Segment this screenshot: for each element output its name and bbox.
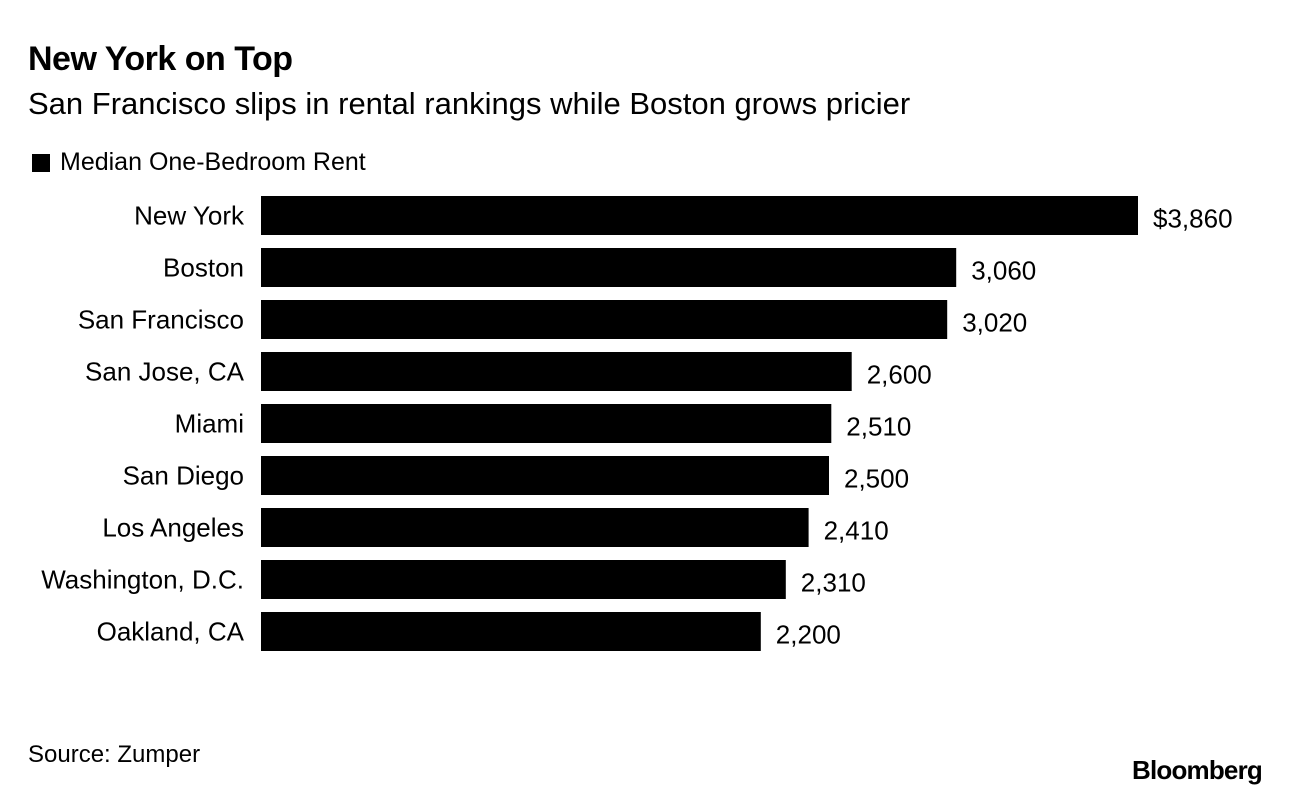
value-label: 2,200: [776, 620, 841, 650]
value-label: 2,600: [867, 360, 932, 390]
bar: [261, 300, 948, 339]
value-label: 2,410: [824, 516, 889, 546]
value-label: $3,860: [1153, 204, 1233, 234]
legend-label: Median One-Bedroom Rent: [60, 148, 366, 176]
category-label: Miami: [175, 409, 244, 439]
chart-subtitle: San Francisco slips in rental rankings w…: [28, 86, 911, 121]
chart-title: New York on Top: [28, 40, 293, 78]
category-label: New York: [134, 201, 245, 231]
source-note: Source: Zumper: [28, 741, 201, 768]
category-label: Los Angeles: [102, 513, 244, 543]
category-label: San Diego: [123, 461, 244, 491]
bar: [261, 352, 852, 391]
category-label: San Jose, CA: [85, 357, 245, 387]
legend: Median One-Bedroom Rent: [32, 148, 366, 177]
legend-swatch: [32, 153, 50, 172]
bar-chart: New York $3,860 Boston 3,060 San Francisco 3,…: [41, 196, 1233, 651]
value-label: 3,020: [962, 308, 1027, 338]
value-label: 2,510: [846, 412, 911, 442]
bar: [261, 612, 761, 651]
category-label: Oakland, CA: [97, 617, 245, 647]
category-label: Boston: [163, 253, 244, 283]
bar: [261, 456, 829, 495]
bar: [261, 404, 832, 443]
bar: [261, 248, 957, 287]
bar: [261, 196, 1138, 235]
category-label: San Francisco: [78, 305, 244, 335]
value-label: 3,060: [971, 256, 1036, 286]
value-label: 2,310: [801, 568, 866, 598]
bloomberg-logo: Bloomberg: [1131, 755, 1263, 785]
bar: [261, 560, 786, 599]
value-label: 2,500: [844, 464, 909, 494]
category-label: Washington, D.C.: [41, 565, 244, 595]
bar: [261, 508, 809, 547]
